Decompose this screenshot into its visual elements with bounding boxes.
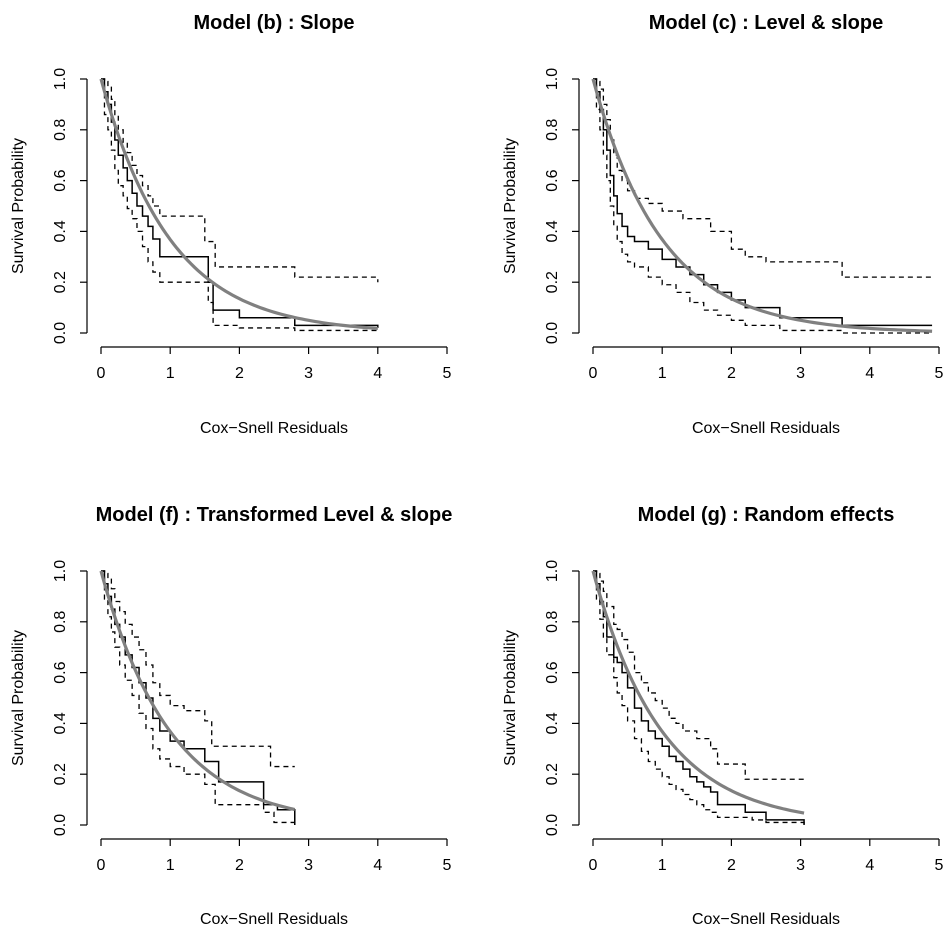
fitted-exponential-curve — [99, 78, 378, 331]
fitted-exponential-curve — [591, 570, 805, 815]
y-axis-label: Survival Probability — [10, 630, 27, 766]
y-tick-label: 1.0 — [52, 560, 69, 582]
y-tick-label: 0.2 — [52, 271, 69, 293]
y-axis-label: Survival Probability — [502, 138, 519, 274]
x-tick-label: 5 — [443, 857, 452, 874]
x-tick-label: 4 — [865, 365, 874, 382]
chart-title: Model (g) : Random effects — [638, 504, 895, 526]
x-tick-label: 3 — [304, 857, 313, 874]
y-tick-label: 0.2 — [52, 763, 69, 785]
y-tick-label: 0.0 — [544, 814, 561, 836]
y-tick-label: 0.6 — [544, 661, 561, 683]
y-tick-label: 0.4 — [52, 712, 69, 734]
y-tick-label: 0.8 — [544, 611, 561, 633]
y-tick-label: 0.8 — [52, 611, 69, 633]
y-tick-label: 0.6 — [52, 661, 69, 683]
x-tick-label: 2 — [727, 365, 736, 382]
y-tick-label: 0.0 — [52, 814, 69, 836]
x-axis-label: Cox−Snell Residuals — [200, 911, 348, 928]
x-axis-label: Cox−Snell Residuals — [692, 911, 840, 928]
fitted-exponential-curve — [99, 570, 296, 812]
chart-title: Model (b) : Slope — [193, 12, 354, 34]
x-tick-label: 4 — [373, 857, 382, 874]
confidence-band-line — [101, 570, 295, 768]
x-axis-label: Cox−Snell Residuals — [200, 420, 348, 437]
confidence-band-line — [593, 78, 933, 334]
x-tick-label: 3 — [304, 365, 313, 382]
chart-panel-1: Model (b) : Slope 0 1 2 3 4 5 Cox−Snell Residua… — [10, 12, 452, 437]
chart-panel-2: Model (c) : Level & slope 0 1 2 3 4 5 Cox−Snell… — [502, 12, 944, 437]
y-axis-label: Survival Probability — [10, 138, 27, 274]
y-tick-label: 1.0 — [544, 68, 561, 90]
x-tick-label: 0 — [97, 857, 106, 874]
y-tick-label: 0.4 — [544, 712, 561, 734]
confidence-band-line — [101, 78, 379, 283]
x-tick-label: 4 — [373, 365, 382, 382]
confidence-band-line — [593, 78, 933, 278]
chart-title: Model (f) : Transformed Level & slope — [96, 504, 453, 526]
x-tick-label: 0 — [589, 857, 598, 874]
x-tick-label: 4 — [865, 857, 874, 874]
x-tick-label: 5 — [443, 365, 452, 382]
x-tick-label: 2 — [727, 857, 736, 874]
y-tick-label: 0.2 — [544, 763, 561, 785]
x-tick-label: 2 — [235, 365, 244, 382]
x-tick-label: 1 — [658, 857, 667, 874]
x-tick-label: 0 — [97, 365, 106, 382]
x-tick-label: 0 — [589, 365, 598, 382]
y-tick-label: 0.8 — [52, 119, 69, 141]
x-tick-label: 1 — [658, 365, 667, 382]
y-tick-label: 0.0 — [52, 322, 69, 344]
chart-panel-3: Model (f) : Transformed Level & slope 0 1 2… — [10, 504, 452, 928]
x-tick-label: 3 — [796, 365, 805, 382]
x-tick-label: 1 — [166, 365, 175, 382]
x-tick-label: 1 — [166, 857, 175, 874]
y-tick-label: 0.6 — [52, 169, 69, 191]
x-tick-label: 2 — [235, 857, 244, 874]
kaplan-meier-step-line — [101, 78, 379, 328]
chart-title: Model (c) : Level & slope — [649, 12, 883, 34]
kaplan-meier-step-line — [593, 78, 933, 327]
y-tick-label: 1.0 — [544, 560, 561, 582]
y-tick-label: 0.6 — [544, 169, 561, 191]
confidence-band-line — [101, 570, 296, 825]
confidence-band-line — [101, 78, 378, 332]
y-tick-label: 0.4 — [52, 220, 69, 242]
fitted-exponential-curve — [591, 78, 933, 333]
y-tick-label: 0.4 — [544, 220, 561, 242]
y-axis-label: Survival Probability — [502, 630, 519, 766]
kaplan-meier-step-line — [593, 570, 805, 825]
y-tick-label: 0.0 — [544, 322, 561, 344]
y-tick-label: 0.2 — [544, 271, 561, 293]
chart-panel-4: Model (g) : Random effects 0 1 2 3 4 5 Cox−Snel… — [502, 504, 944, 928]
kaplan-meier-step-line — [101, 570, 296, 825]
y-tick-label: 1.0 — [52, 68, 69, 90]
confidence-band-line — [593, 570, 805, 825]
x-tick-label: 5 — [935, 857, 944, 874]
x-tick-label: 5 — [935, 365, 944, 382]
x-tick-label: 3 — [796, 857, 805, 874]
confidence-band-line — [593, 570, 805, 780]
x-axis-label: Cox−Snell Residuals — [692, 420, 840, 437]
y-tick-label: 0.8 — [544, 119, 561, 141]
